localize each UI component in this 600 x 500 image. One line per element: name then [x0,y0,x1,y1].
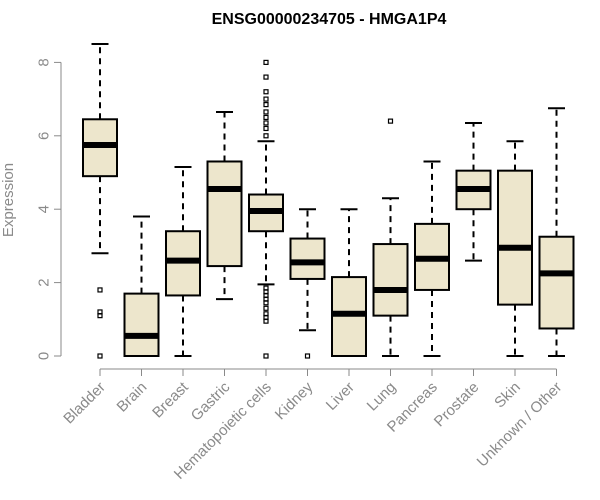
y-tick-label: 6 [36,132,53,140]
outlier-point [263,305,269,311]
box-iqr [538,235,575,330]
box-group [497,140,533,357]
x-tick-label: Kidney [272,378,317,423]
x-tick-label: Bladder [60,379,109,428]
y-tick-label: 2 [36,278,53,286]
box-iqr [123,292,160,357]
outlier-point [263,133,269,139]
outlier-point [263,89,269,95]
outlier-point [304,353,311,359]
outlier-point [263,311,269,317]
outlier-point [263,125,269,132]
box-group [206,110,243,301]
box-group [372,118,409,357]
y-axis-label: Expression [0,163,17,237]
y-tick-label: 0 [36,352,53,360]
box-group [538,107,575,357]
outlier-point [263,120,269,126]
y-axis: 0 2 4 6 8 [36,58,62,360]
box-group [165,165,201,357]
y-tick-label: 4 [36,205,53,213]
x-tick-label: Skin [491,379,524,412]
outlier-point [387,118,394,124]
x-tick-label: Liver [323,379,358,414]
outlier-point [263,102,269,108]
box-iqr [372,243,409,317]
box-group [289,208,326,359]
box-group [414,160,450,357]
x-tick-label: Prostate [431,379,483,431]
box-group [455,121,492,262]
box-iqr [289,237,326,280]
y-tick-label: 8 [36,58,53,66]
box-group [331,208,367,357]
outlier-point [97,353,103,359]
outlier-point [263,96,269,102]
outlier-point [263,59,269,66]
outlier-point [263,74,269,80]
plot-area [82,43,575,359]
box-iqr [497,169,533,306]
outlier-point [263,109,269,115]
outlier-point [263,353,269,359]
outlier-point [263,285,269,291]
box-group [82,43,118,359]
outlier-point [97,309,103,315]
x-tick-label: Breast [149,378,192,421]
outlier-point [97,287,103,293]
chart-title: ENSG00000234705 - HMGA1P4 [212,11,447,28]
box-group [248,59,284,359]
x-tick-label: Lung [364,379,400,415]
x-tick-label: Brain [114,379,151,416]
box-iqr [206,160,243,268]
outlier-point [263,114,269,121]
box-group [123,215,160,357]
